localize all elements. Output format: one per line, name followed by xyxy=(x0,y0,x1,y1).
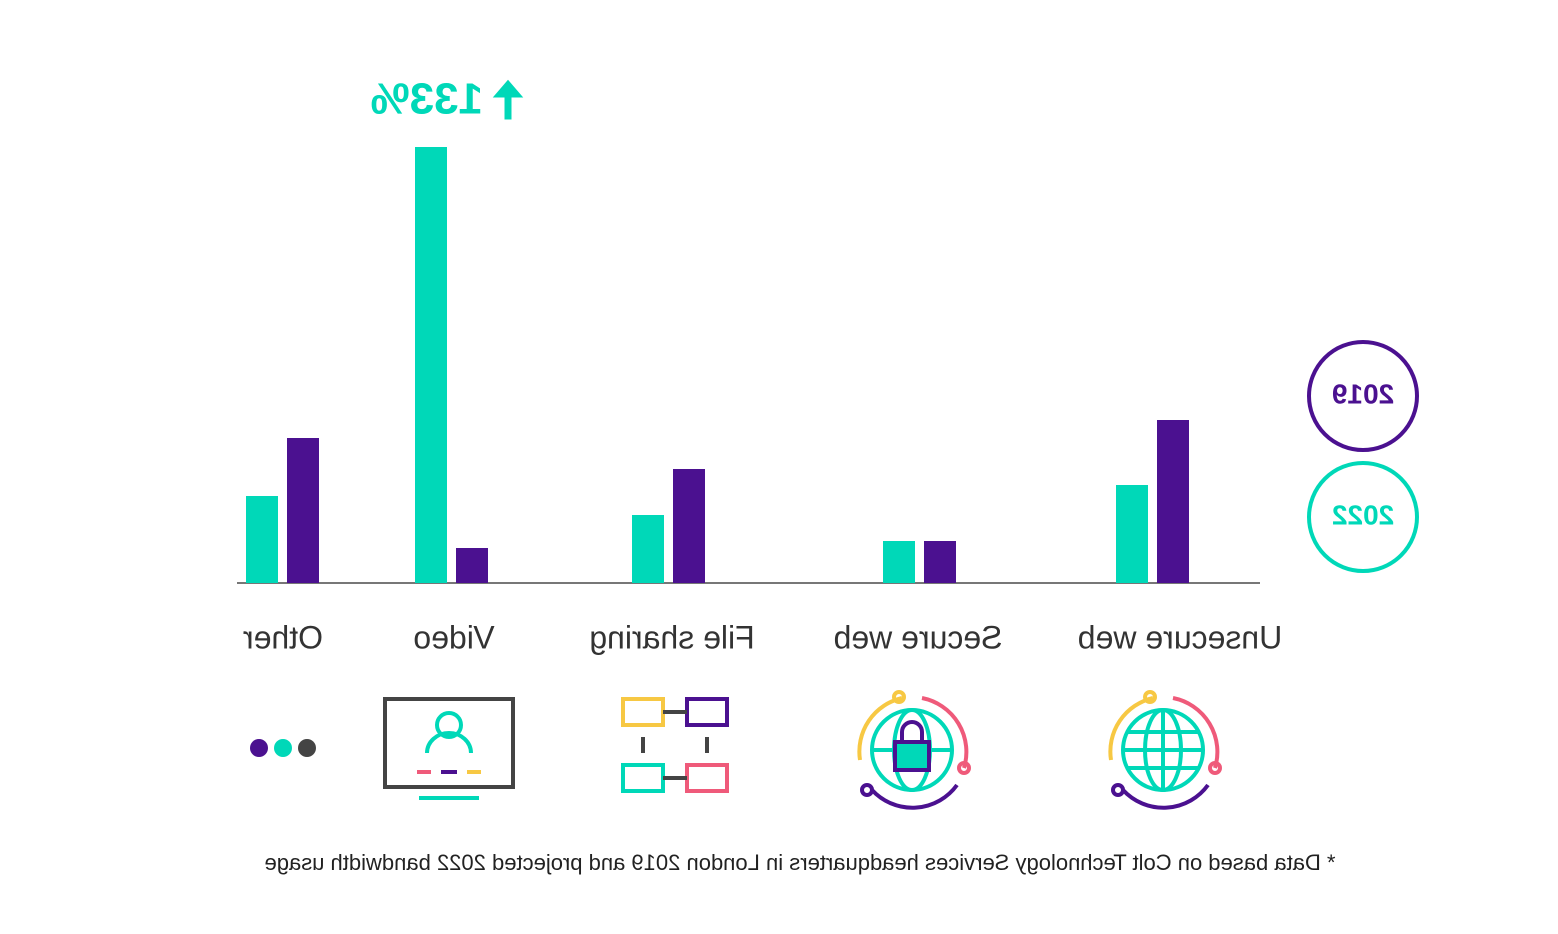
bar xyxy=(883,541,915,583)
footnote: * Data based on Colt Technology Services… xyxy=(264,850,1335,875)
bar xyxy=(924,541,956,583)
bar xyxy=(456,548,488,583)
icons xyxy=(250,690,1222,810)
legend-marker xyxy=(1307,461,1419,573)
bar xyxy=(287,438,319,583)
globe-icon xyxy=(1108,690,1222,810)
legend-label: 2019 xyxy=(1332,378,1394,409)
file-sharing-icon xyxy=(621,697,729,793)
bar xyxy=(246,496,278,583)
legend-marker xyxy=(1307,340,1419,452)
x-tick-label: Other xyxy=(243,619,323,655)
legend-label: 2022 xyxy=(1332,499,1394,530)
x-tick-label: Unsecure web xyxy=(1078,619,1283,655)
x-tick-label: File sharing xyxy=(589,619,754,655)
secure-globe-icon xyxy=(857,690,971,810)
bar xyxy=(1157,420,1189,583)
x-tick-label: Secure web xyxy=(834,619,1003,655)
x-tick-label: Video xyxy=(413,619,494,655)
up-arrow xyxy=(492,79,524,120)
mirrored-chart: 133% * Data based on Colt Technology Ser… xyxy=(237,75,1419,875)
bar xyxy=(415,147,447,583)
bar xyxy=(673,469,705,583)
bar xyxy=(1116,485,1148,583)
other-icon xyxy=(250,739,316,757)
annotation: 133% xyxy=(370,75,483,124)
video-icon xyxy=(383,697,515,800)
bar xyxy=(632,515,664,583)
